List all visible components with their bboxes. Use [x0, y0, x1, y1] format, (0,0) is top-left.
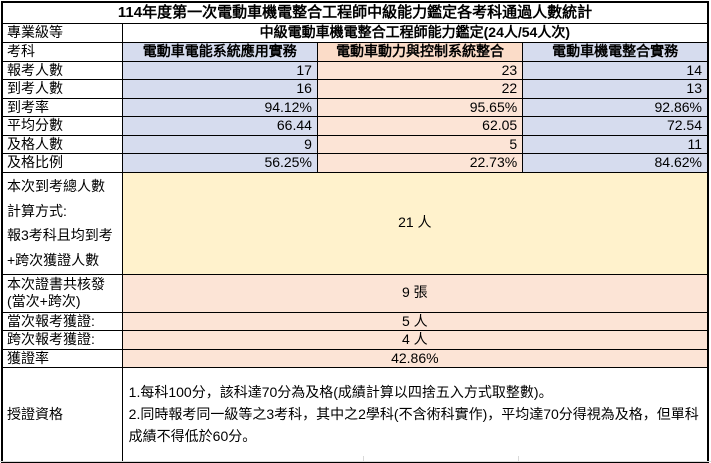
stat-label[interactable]: 到考人數 [1, 79, 123, 99]
stat-cell[interactable]: 95.65% [316, 97, 524, 117]
stat-cell[interactable]: 9 [121, 134, 318, 154]
stat-cell[interactable]: 22.73% [316, 153, 524, 173]
subject-header-2[interactable]: 電動車動力與控制系統整合 [316, 42, 524, 62]
stat-row-registered: 報考人數 17 23 14 [1, 60, 709, 80]
total-attended-value[interactable]: 21 人 [121, 171, 709, 275]
current-session-cert-label[interactable]: 當次報考獲證: [1, 311, 123, 331]
certificates-issued-label[interactable]: 本次證書共核發 (當次+跨次) [1, 273, 123, 313]
certificates-issued-value[interactable]: 9 張 [121, 273, 709, 313]
current-session-cert-row: 當次報考獲證: 5 人 [1, 311, 709, 331]
cross-session-cert-value[interactable]: 4 人 [121, 330, 709, 350]
total-attended-label[interactable]: 本次到考總人數 計算方式: 報3考科且均到考 +跨次獲證人數 [1, 171, 123, 275]
certificates-issued-row: 本次證書共核發 (當次+跨次) 9 張 [1, 273, 709, 313]
cross-session-cert-row: 跨次報考獲證: 4 人 [1, 330, 709, 350]
qualification-row: 授證資格 1.每科100分，該科達70分為及格(成績計算以四捨五入方式取整數)。… [1, 367, 709, 463]
qualification-label[interactable]: 授證資格 [1, 367, 123, 463]
stat-cell[interactable]: 5 [316, 134, 524, 154]
cross-session-cert-label[interactable]: 跨次報考獲證: [1, 330, 123, 350]
excel-gridline-vertical [363, 456, 364, 462]
stat-cell[interactable]: 22 [316, 79, 524, 99]
stat-label[interactable]: 及格人數 [1, 134, 123, 154]
qualification-rules[interactable]: 1.每科100分，該科達70分為及格(成績計算以四捨五入方式取整數)。 2.同時… [121, 367, 709, 463]
stat-row-pass-rate: 及格比例 56.25% 22.73% 84.62% [1, 153, 709, 173]
stat-label[interactable]: 平均分數 [1, 116, 123, 136]
qualification-rule-1: 1.每科100分，該科達70分為及格(成績計算以四捨五入方式取整數)。 [128, 384, 553, 401]
stat-label[interactable]: 及格比例 [1, 153, 123, 173]
stat-row-passed: 及格人數 9 5 11 [1, 134, 709, 154]
stat-cell[interactable]: 66.44 [121, 116, 318, 136]
subject-header-3[interactable]: 電動車機電整合實務 [522, 42, 709, 62]
stat-cell[interactable]: 11 [522, 134, 709, 154]
current-session-cert-value[interactable]: 5 人 [121, 311, 709, 331]
stat-row-attendance-rate: 到考率 94.12% 95.65% 92.86% [1, 97, 709, 117]
subject-row-label[interactable]: 考科 [1, 42, 123, 62]
stat-label[interactable]: 報考人數 [1, 60, 123, 80]
certification-rate-row: 獲證率 42.86% [1, 348, 709, 368]
stat-label[interactable]: 到考率 [1, 97, 123, 117]
excel-gridline-horizontal [0, 461, 711, 462]
subject-header-1[interactable]: 電動車電能系統應用實務 [121, 42, 318, 62]
certification-rate-label[interactable]: 獲證率 [1, 348, 123, 368]
level-value[interactable]: 中級電動車機電整合工程師能力鑑定(24人/54人次) [121, 23, 709, 43]
stat-row-attended: 到考人數 16 22 13 [1, 79, 709, 99]
stat-row-average-score: 平均分數 66.44 62.05 72.54 [1, 116, 709, 136]
stat-cell[interactable]: 62.05 [316, 116, 524, 136]
stat-cell[interactable]: 14 [522, 60, 709, 80]
level-row: 專業級等 中級電動車機電整合工程師能力鑑定(24人/54人次) [1, 23, 709, 43]
stat-cell[interactable]: 17 [121, 60, 318, 80]
title-row: 114年度第一次電動車機電整合工程師中級能力鑑定各考科通過人數統計 [1, 1, 709, 24]
subject-header-row: 考科 電動車電能系統應用實務 電動車動力與控制系統整合 電動車機電整合實務 [1, 42, 709, 62]
stat-cell[interactable]: 16 [121, 79, 318, 99]
level-label[interactable]: 專業級等 [1, 23, 123, 43]
stat-cell[interactable]: 13 [522, 79, 709, 99]
stat-cell[interactable]: 94.12% [121, 97, 318, 117]
stat-cell[interactable]: 56.25% [121, 153, 318, 173]
stat-cell[interactable]: 23 [316, 60, 524, 80]
total-attended-row: 本次到考總人數 計算方式: 報3考科且均到考 +跨次獲證人數 21 人 [1, 171, 709, 275]
stat-cell[interactable]: 84.62% [522, 153, 709, 173]
stat-cell[interactable]: 72.54 [522, 116, 709, 136]
page-title[interactable]: 114年度第一次電動車機電整合工程師中級能力鑑定各考科通過人數統計 [1, 1, 709, 24]
excel-gridline-vertical [518, 456, 519, 462]
stat-cell[interactable]: 92.86% [522, 97, 709, 117]
qualification-rule-2: 2.同時報考同一級等之3考科，其中之2學科(不含術科實作)，平均達70分得視為及… [128, 406, 699, 444]
certification-rate-value[interactable]: 42.86% [121, 348, 709, 368]
